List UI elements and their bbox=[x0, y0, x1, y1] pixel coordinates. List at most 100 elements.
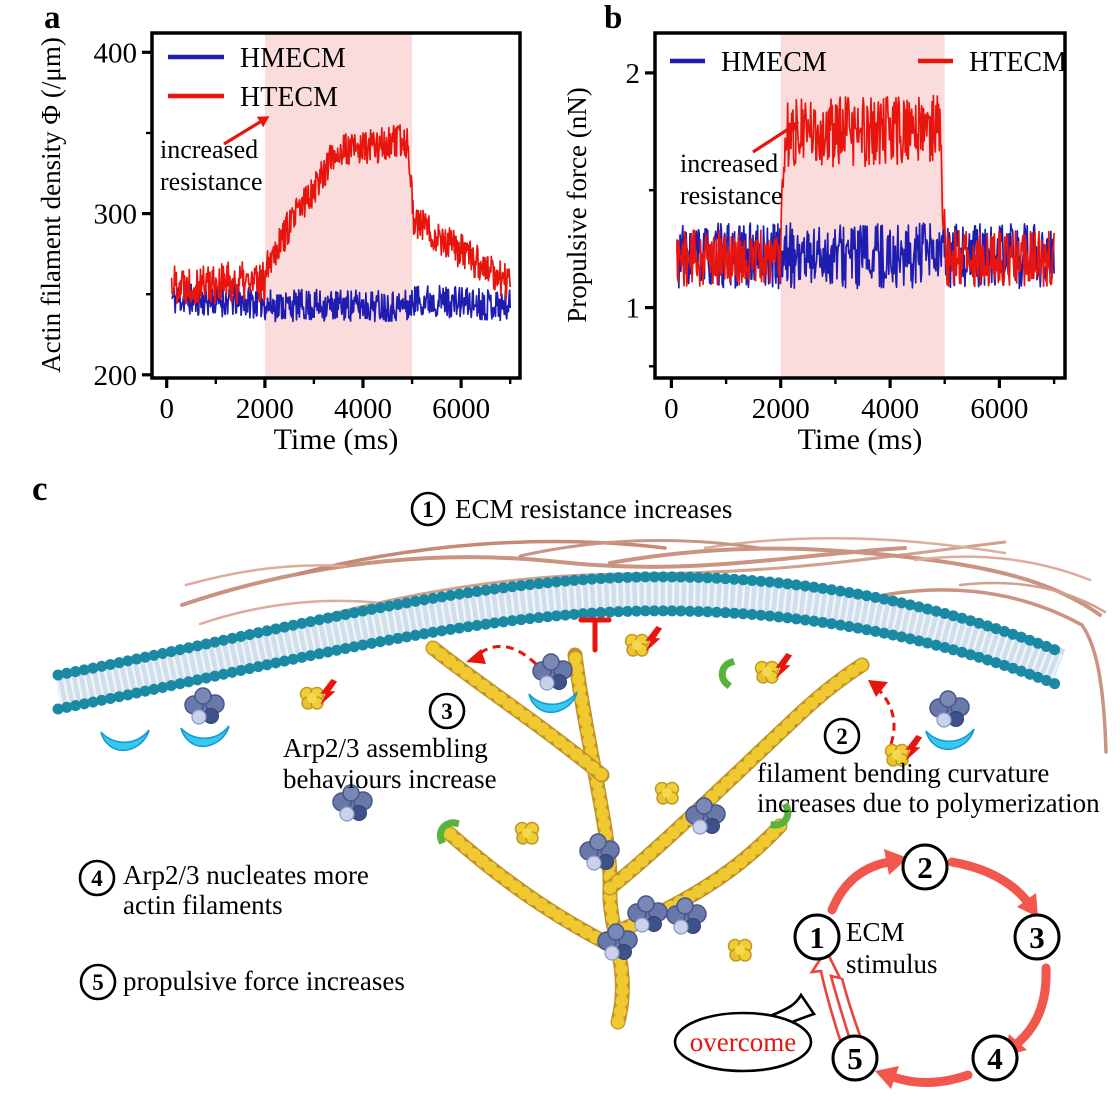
cell-membrane bbox=[52, 571, 1066, 715]
plot-area-b: 0 2000 4000 6000 1 2 Time (ms) Propulsive force… bbox=[562, 31, 1067, 456]
arrowhead-icon bbox=[466, 649, 486, 664]
panel-label-b: b bbox=[604, 0, 622, 36]
y-tick-label: 300 bbox=[94, 199, 138, 231]
mechanism-diagram: c bbox=[32, 469, 1108, 1089]
step-number-circle bbox=[410, 491, 446, 527]
capping-protein-icon bbox=[721, 661, 731, 684]
cycle-node-4: 4 bbox=[971, 1034, 1019, 1082]
cycle-number: 1 bbox=[809, 920, 825, 955]
callout-2: 2 filament bending curvature increases d… bbox=[757, 717, 1100, 818]
series-HMECM bbox=[171, 283, 512, 323]
legend-entry-HTECM: HTECM bbox=[918, 47, 1067, 78]
axis-ticks bbox=[645, 71, 1056, 388]
arp23-icon bbox=[685, 797, 726, 835]
overcome-arrow bbox=[809, 947, 864, 1048]
y-tick-label: 400 bbox=[94, 37, 138, 69]
membrane-resistance-icon bbox=[578, 617, 612, 653]
chart-actin-density: a 0 2000 4000 6000 200 300 400 Time (ms) Actin f… bbox=[36, 0, 522, 456]
legend-label: HTECM bbox=[240, 82, 338, 113]
g-actin-monomer-icon bbox=[654, 781, 680, 805]
stimulus-band bbox=[780, 33, 945, 378]
legend-entry-HMECM: HMECM bbox=[168, 43, 346, 74]
series-HTECM bbox=[676, 94, 1055, 288]
step-number: 2 bbox=[836, 724, 848, 749]
process-arrows bbox=[466, 644, 896, 745]
legend-label: HTECM bbox=[969, 47, 1067, 78]
y-axis-label: Propulsive force (nN) bbox=[562, 87, 592, 322]
y-axis-label: Actin filament density Φ (/μm) bbox=[36, 37, 66, 373]
callout-text: propulsive force increases bbox=[123, 966, 405, 996]
legend-label: HMECM bbox=[240, 43, 346, 74]
crescent-protein-icon bbox=[180, 725, 230, 748]
annotation-arrowhead bbox=[786, 122, 800, 134]
callout-text: Arp2/3 nucleates more bbox=[123, 860, 369, 890]
cycle-node-2: 2 bbox=[901, 843, 949, 891]
cycle-node-5: 5 bbox=[831, 1034, 879, 1082]
cycle-number: 2 bbox=[917, 850, 933, 885]
step-number-circle bbox=[428, 692, 466, 730]
panel-label-c: c bbox=[32, 469, 48, 508]
x-tick-label: 4000 bbox=[861, 393, 919, 425]
callout-text: behaviours increase bbox=[283, 764, 497, 794]
arrowhead-icon bbox=[868, 680, 888, 697]
cycle-number: 4 bbox=[987, 1041, 1003, 1076]
crescent-protein-icon bbox=[100, 729, 150, 752]
panel-label-a: a bbox=[44, 0, 61, 36]
x-tick-label: 2000 bbox=[236, 393, 294, 425]
callout-4: 4 Arp2/3 nucleates more actin filaments bbox=[78, 859, 369, 920]
callout-3: 3 Arp2/3 assembling behaviours increase bbox=[283, 692, 497, 794]
cycle-node-3: 3 bbox=[1013, 913, 1061, 961]
callout-text: filament bending curvature bbox=[757, 758, 1049, 788]
crescent-protein-icon bbox=[528, 691, 578, 714]
crescent-protein-icon bbox=[925, 728, 975, 751]
chart-propulsive-force: b 0 2000 4000 6000 1 2 Time (ms) Propulsive for… bbox=[562, 0, 1067, 456]
x-tick-label: 0 bbox=[159, 393, 174, 425]
step-number: 4 bbox=[91, 866, 103, 891]
annotation-arrow bbox=[223, 120, 261, 146]
annotation-arrow bbox=[752, 126, 791, 154]
x-tick-label: 4000 bbox=[334, 393, 392, 425]
arp23-icon bbox=[532, 653, 573, 691]
actin-filament bbox=[567, 647, 630, 1030]
callout-text: Arp2/3 assembling bbox=[283, 733, 488, 763]
annotation-text: resistance bbox=[680, 181, 783, 210]
arp23-icon bbox=[929, 690, 970, 728]
plot-frame bbox=[653, 31, 1067, 380]
callout-1: 1 ECM resistance increases bbox=[410, 491, 732, 527]
callout-5: 5 propulsive force increases bbox=[79, 963, 405, 1001]
g-actin-monomer-icon bbox=[299, 686, 325, 710]
step-number-circle bbox=[823, 717, 861, 755]
g-actin-monomer-icon bbox=[624, 633, 650, 657]
step-number: 3 bbox=[441, 699, 453, 724]
cycle-number: 5 bbox=[847, 1041, 863, 1076]
plot-frame bbox=[150, 31, 522, 380]
step-number: 1 bbox=[422, 497, 434, 522]
step-number-circle bbox=[79, 963, 117, 1001]
cycle-node-1: 1 bbox=[793, 913, 841, 961]
callout-text: actin filaments bbox=[123, 890, 283, 920]
x-tick-label: 2000 bbox=[752, 393, 810, 425]
cycle-number: 3 bbox=[1029, 920, 1045, 955]
actin-filament bbox=[602, 657, 870, 896]
annotation-text: increased bbox=[680, 149, 778, 178]
x-tick-label: 6000 bbox=[970, 393, 1028, 425]
x-axis-label: Time (ms) bbox=[274, 423, 399, 456]
y-tick-label: 2 bbox=[626, 58, 641, 90]
g-actin-monomer-icon bbox=[754, 660, 780, 684]
cycle-diagram: 1 2 3 4 5 ECM stimulus o bbox=[673, 843, 1061, 1089]
annotation-text: resistance bbox=[160, 167, 263, 196]
actin-filament bbox=[442, 826, 628, 958]
x-tick-label: 6000 bbox=[432, 393, 490, 425]
actin-filament bbox=[425, 640, 610, 783]
x-tick-label: 0 bbox=[664, 393, 679, 425]
overcome-bubble: overcome bbox=[673, 992, 817, 1073]
series-HTECM bbox=[170, 124, 512, 305]
y-tick-label: 200 bbox=[94, 360, 138, 392]
axis-ticks bbox=[142, 50, 512, 388]
g-actin-monomer-icon bbox=[727, 938, 753, 962]
plot-area-a: 0 2000 4000 6000 200 300 400 Time (ms) Actin fil… bbox=[36, 31, 522, 456]
annotation-arrowhead bbox=[256, 116, 270, 128]
cycle-label: ECM bbox=[846, 917, 905, 947]
x-axis-label: Time (ms) bbox=[798, 423, 923, 456]
